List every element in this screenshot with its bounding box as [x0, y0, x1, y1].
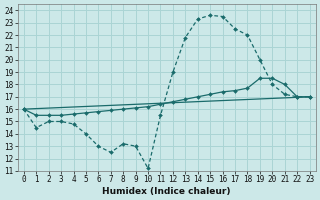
X-axis label: Humidex (Indice chaleur): Humidex (Indice chaleur)	[102, 187, 231, 196]
